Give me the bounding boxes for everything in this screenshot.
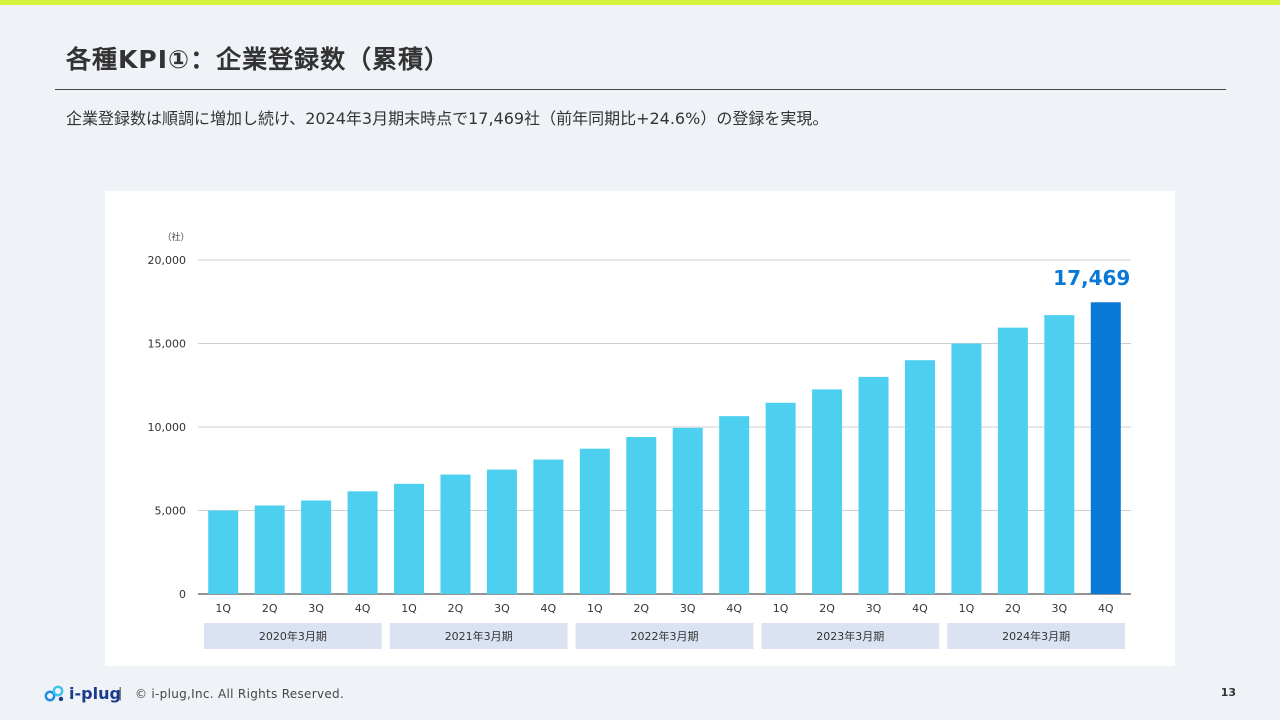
- x-tick-label: 1Q: [773, 602, 789, 615]
- x-tick-label: 4Q: [541, 602, 557, 615]
- x-tick-label: 1Q: [401, 602, 417, 615]
- x-tick-label: 2Q: [1005, 602, 1021, 615]
- bar-highlight: [1090, 302, 1121, 594]
- x-tick-label: 3Q: [1051, 602, 1067, 615]
- copyright-text: © i-plug,Inc. All Rights Reserved.: [135, 687, 345, 701]
- footer-separator: |: [118, 686, 123, 701]
- logo-mark-icon: [44, 685, 64, 702]
- bar-chart: （社） 0 5,000 10,000 15,000 20,000 1Q 2Q 3Q 4Q 1Q 2Q 3…: [148, 231, 1131, 649]
- x-tick-label: 2Q: [262, 602, 278, 615]
- bar: [858, 376, 889, 594]
- fiscal-year-label: 2022年3月期: [631, 629, 699, 643]
- fiscal-year-label: 2023年3月期: [816, 629, 884, 643]
- x-tick-label: 3Q: [494, 602, 510, 615]
- x-tick-label: 2Q: [633, 602, 649, 615]
- x-tick-label: 3Q: [866, 602, 882, 615]
- bar: [208, 510, 239, 594]
- bar: [626, 437, 657, 594]
- bar: [904, 360, 935, 594]
- chart-panel: （社） 0 5,000 10,000 15,000 20,000 1Q 2Q 3Q 4Q 1Q 2Q 3…: [105, 191, 1175, 666]
- fiscal-year-band: [575, 623, 754, 649]
- highlight-value-label: 17,469: [1053, 266, 1130, 290]
- bar: [254, 505, 285, 594]
- x-tick-label: 4Q: [726, 602, 742, 615]
- bar: [394, 483, 425, 594]
- fiscal-year-label: 2024年3月期: [1002, 629, 1070, 643]
- y-tick-label: 15,000: [148, 338, 187, 351]
- company-logo: i-plug: [44, 683, 121, 703]
- fiscal-year-band: [389, 623, 568, 649]
- x-tick-label: 4Q: [355, 602, 371, 615]
- x-tick-label: 2Q: [819, 602, 835, 615]
- page-number: 13: [1220, 686, 1236, 699]
- y-axis-unit: （社）: [162, 231, 189, 243]
- y-tick-label: 0: [179, 588, 186, 601]
- y-tick-label: 10,000: [148, 421, 187, 434]
- title-divider: [55, 89, 1226, 90]
- x-tick-label: 1Q: [959, 602, 975, 615]
- fiscal-year-band: [761, 623, 940, 649]
- bar: [1044, 315, 1075, 594]
- bar: [440, 474, 471, 594]
- fiscal-year-label: 2021年3月期: [445, 629, 513, 643]
- bar: [765, 402, 796, 594]
- bar: [301, 500, 332, 594]
- bar: [672, 427, 703, 594]
- x-tick-label: 4Q: [1098, 602, 1114, 615]
- x-tick-label: 3Q: [308, 602, 324, 615]
- bar: [719, 416, 750, 594]
- page-subtitle: 企業登録数は順調に増加し続け、2024年3月期末時点で17,469社（前年同期比…: [66, 109, 829, 128]
- y-tick-label: 5,000: [155, 505, 187, 518]
- fiscal-year-band: [947, 623, 1125, 649]
- fiscal-year-label: 2020年3月期: [259, 629, 327, 643]
- bar: [486, 469, 517, 594]
- x-tick-label: 4Q: [912, 602, 928, 615]
- y-tick-label: 20,000: [148, 254, 187, 267]
- page-title: 各種KPI①：企業登録数（累積）: [66, 45, 451, 74]
- x-tick-label: 3Q: [680, 602, 696, 615]
- bar: [951, 343, 982, 594]
- x-tick-label: 1Q: [587, 602, 603, 615]
- bar: [579, 448, 610, 594]
- x-tick-label: 1Q: [215, 602, 231, 615]
- x-tick-label: 2Q: [448, 602, 464, 615]
- bar: [812, 389, 843, 594]
- bar: [997, 327, 1028, 594]
- fiscal-year-band: [204, 623, 382, 649]
- bar: [347, 491, 378, 594]
- bar: [533, 459, 564, 594]
- logo-text: i-plug: [69, 683, 121, 703]
- top-accent-bar: [0, 0, 1280, 5]
